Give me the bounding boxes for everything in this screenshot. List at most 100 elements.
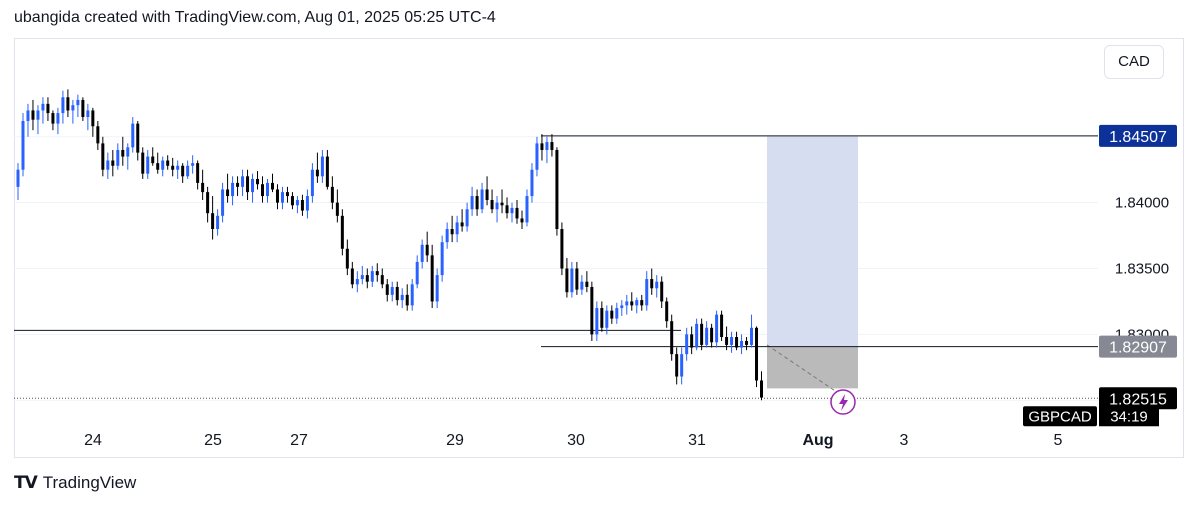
candle-body xyxy=(211,213,215,229)
symbol-tag-bg xyxy=(1023,406,1097,427)
candle-body xyxy=(640,300,644,306)
candle-body xyxy=(81,99,85,118)
candle-body xyxy=(350,268,354,285)
candle-body xyxy=(665,301,669,322)
candle-body xyxy=(580,281,584,290)
candle-body xyxy=(550,142,554,150)
candle-body xyxy=(106,160,110,170)
candle-body xyxy=(365,275,369,282)
candle-body xyxy=(261,184,265,197)
candle-body xyxy=(325,156,329,187)
target-zone xyxy=(767,135,858,347)
candle-body xyxy=(720,314,724,338)
candle-body xyxy=(360,275,364,280)
candle-body xyxy=(96,126,100,144)
candle-body xyxy=(101,143,105,170)
candle-body xyxy=(690,334,694,348)
candle-body xyxy=(330,186,334,203)
x-tick-label: 5 xyxy=(1054,432,1063,449)
candle-body xyxy=(715,314,719,343)
candle-body xyxy=(700,323,704,345)
candle-body xyxy=(445,229,449,243)
candle-body xyxy=(66,97,70,111)
candle-body xyxy=(36,110,40,120)
candle-body xyxy=(740,340,744,348)
candle-body xyxy=(500,202,504,206)
candle-body xyxy=(46,103,50,114)
candle-body xyxy=(216,215,220,229)
candle-body xyxy=(121,149,125,157)
candle-body xyxy=(340,215,344,249)
y-tick-label: 1.83500 xyxy=(1115,261,1169,278)
x-tick-label: 24 xyxy=(84,432,102,449)
candle-body xyxy=(510,207,514,214)
candle-body xyxy=(675,354,679,377)
candle-body xyxy=(735,337,739,348)
candle-body xyxy=(635,300,639,306)
entry-price-tag-bg xyxy=(1099,335,1177,358)
candle-body xyxy=(370,271,374,282)
candle-body xyxy=(171,165,175,170)
candle-body xyxy=(380,275,384,285)
candle-body xyxy=(300,200,304,211)
candle-body xyxy=(660,281,664,302)
candle-body xyxy=(450,229,454,235)
candle-body xyxy=(465,209,469,227)
candle-body xyxy=(141,152,145,174)
candle-body xyxy=(755,327,759,381)
candles xyxy=(16,89,764,401)
candle-body xyxy=(166,160,170,166)
candle-body xyxy=(320,156,324,177)
candle-body xyxy=(470,196,474,210)
candle-body xyxy=(395,286,399,301)
candle-body xyxy=(420,244,424,262)
candle-body xyxy=(335,202,339,216)
candle-body xyxy=(590,286,594,335)
candle-body xyxy=(485,189,489,201)
position-path-line xyxy=(766,344,846,399)
candle-body xyxy=(390,286,394,295)
candle-body xyxy=(161,160,165,170)
candle-body xyxy=(745,340,749,345)
candle-body xyxy=(535,143,539,170)
candle-body xyxy=(570,268,574,293)
current-price-tag-bg xyxy=(1099,387,1177,410)
candle-body xyxy=(41,103,45,111)
candle-body xyxy=(206,192,210,214)
candle-body xyxy=(645,279,649,306)
candle-body xyxy=(560,229,564,269)
candle-body xyxy=(136,123,140,153)
candle-body xyxy=(495,202,499,210)
candle-body xyxy=(460,222,464,227)
candle-body xyxy=(290,196,294,206)
candle-body xyxy=(305,196,309,211)
candle-body xyxy=(435,275,439,302)
x-tick-label: 27 xyxy=(290,432,308,449)
candle-body xyxy=(375,271,379,276)
candle-body xyxy=(61,97,65,114)
currency-button[interactable]: CAD xyxy=(1104,45,1164,79)
x-tick-label: 31 xyxy=(688,432,706,449)
candle-body xyxy=(315,169,319,177)
candle-body xyxy=(490,200,494,210)
footer-brand: TradingView xyxy=(42,473,137,492)
candle-body xyxy=(455,222,459,235)
candle-body xyxy=(545,142,549,150)
countdown-label: 34:19 xyxy=(1110,408,1148,425)
x-tick-label: Aug xyxy=(802,432,833,449)
candle-body xyxy=(151,156,155,164)
candle-body xyxy=(241,176,245,187)
candle-body xyxy=(16,169,20,187)
candle-body xyxy=(131,123,135,148)
candle-body xyxy=(51,113,55,124)
candle-body xyxy=(21,120,25,170)
horizontal-levels xyxy=(14,135,1098,399)
candle-body xyxy=(196,163,200,183)
resistance-price-tag-label: 1.84507 xyxy=(1109,129,1167,146)
candle-body xyxy=(695,323,699,348)
countdown-bg xyxy=(1099,406,1159,427)
y-tick-label: 1.84000 xyxy=(1115,195,1169,212)
tradingview-logo-icon: TV xyxy=(14,473,38,493)
candle-body xyxy=(565,268,569,293)
